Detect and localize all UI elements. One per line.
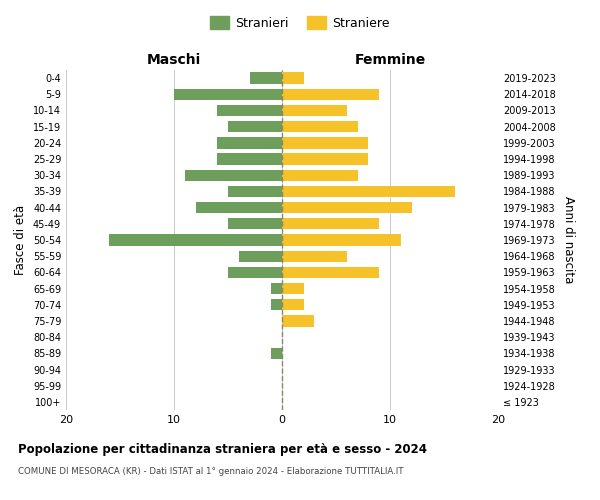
Bar bbox=[239, 250, 282, 262]
Bar bbox=[271, 348, 282, 359]
Bar bbox=[282, 316, 314, 326]
Bar bbox=[282, 154, 368, 164]
Bar bbox=[217, 105, 282, 116]
Bar bbox=[228, 121, 282, 132]
Bar bbox=[282, 137, 368, 148]
Bar bbox=[185, 170, 282, 181]
Bar bbox=[282, 170, 358, 181]
Bar bbox=[282, 186, 455, 197]
Bar bbox=[282, 218, 379, 230]
Bar bbox=[282, 250, 347, 262]
Bar bbox=[228, 186, 282, 197]
Text: Popolazione per cittadinanza straniera per età e sesso - 2024: Popolazione per cittadinanza straniera p… bbox=[18, 442, 427, 456]
Bar bbox=[282, 88, 379, 100]
Text: Maschi: Maschi bbox=[147, 53, 201, 67]
Bar bbox=[217, 154, 282, 164]
Bar bbox=[282, 105, 347, 116]
Bar bbox=[282, 202, 412, 213]
Bar bbox=[282, 299, 304, 310]
Text: Femmine: Femmine bbox=[355, 53, 425, 67]
Bar bbox=[282, 234, 401, 246]
Bar bbox=[282, 283, 304, 294]
Bar bbox=[250, 72, 282, 84]
Bar bbox=[271, 299, 282, 310]
Bar bbox=[282, 266, 379, 278]
Bar bbox=[217, 137, 282, 148]
Bar bbox=[228, 218, 282, 230]
Y-axis label: Anni di nascita: Anni di nascita bbox=[562, 196, 575, 284]
Bar bbox=[271, 283, 282, 294]
Legend: Stranieri, Straniere: Stranieri, Straniere bbox=[205, 11, 395, 35]
Bar bbox=[196, 202, 282, 213]
Bar bbox=[109, 234, 282, 246]
Bar bbox=[174, 88, 282, 100]
Text: COMUNE DI MESORACA (KR) - Dati ISTAT al 1° gennaio 2024 - Elaborazione TUTTITALI: COMUNE DI MESORACA (KR) - Dati ISTAT al … bbox=[18, 468, 404, 476]
Bar bbox=[282, 72, 304, 84]
Y-axis label: Fasce di età: Fasce di età bbox=[14, 205, 27, 275]
Bar bbox=[228, 266, 282, 278]
Bar bbox=[282, 121, 358, 132]
